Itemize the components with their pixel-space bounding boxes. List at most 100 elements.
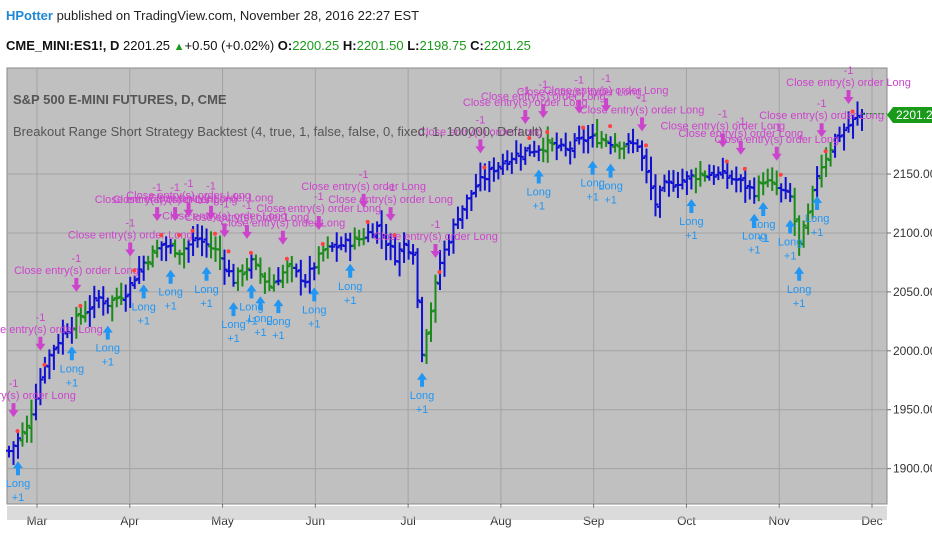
close-arrow-icon (170, 207, 181, 222)
close-qty-label: -1 (152, 182, 162, 194)
long-qty-label: +1 (227, 333, 240, 345)
symbol[interactable]: CME_MINI:ES1!, D (6, 38, 120, 53)
strategy-signals: Long+1Long+1Long+1Long+1Long+1Long+1Long… (0, 65, 911, 504)
close-arrow-icon (152, 207, 163, 222)
long-arrow-icon (749, 213, 760, 228)
long-entry-label: Long (239, 301, 263, 313)
close-arrow-icon (313, 216, 324, 231)
exit-marker (78, 303, 83, 308)
close-arrow-icon (125, 242, 136, 257)
long-arrow-icon (165, 269, 176, 284)
long-arrow-icon (812, 196, 823, 211)
long-entry-label: Long (598, 181, 622, 193)
long-arrow-icon (255, 296, 266, 311)
y-tick-label: 2050.00 (893, 285, 932, 299)
close-arrow-icon (8, 403, 19, 418)
close-entry-label: Close entry(s) order Long (418, 126, 543, 138)
close-arrow-icon (35, 336, 46, 351)
exit-marker (213, 231, 218, 236)
close-qty-label: -1 (736, 116, 746, 128)
long-arrow-icon (686, 199, 697, 213)
price-bars (6, 101, 865, 465)
exit-marker (284, 256, 289, 261)
ticker-bar: CME_MINI:ES1!, D 2201.25 ▲+0.50 (+0.02%)… (6, 38, 531, 53)
exit-marker (226, 249, 231, 254)
close-entry-label: Close entry(s) order Long (220, 218, 345, 230)
close-entry-label: Close entry(s) order Long (678, 128, 803, 140)
exit-marker (608, 124, 613, 129)
last-price-marker: 2201.25 (887, 107, 932, 123)
close-value: 2201.25 (483, 38, 531, 53)
long-qty-label: +1 (245, 315, 258, 327)
long-arrow-icon (417, 372, 428, 387)
long-qty-label: +1 (685, 230, 698, 242)
long-entry-label: Long (338, 281, 362, 293)
open-value: 2200.25 (292, 38, 340, 53)
close-arrow-icon (735, 140, 746, 155)
close-arrow-icon (183, 202, 194, 217)
long-arrow-icon (138, 284, 149, 299)
long-qty-label: +1 (308, 318, 321, 330)
long-arrow-icon (102, 325, 113, 340)
long-qty-label: +1 (12, 492, 25, 504)
exit-marker (644, 143, 649, 148)
close-qty-label: -1 (170, 182, 180, 194)
close-arrow-icon (71, 277, 82, 292)
long-qty-label: +1 (272, 330, 285, 342)
close-qty-label: -1 (9, 378, 19, 390)
long-entry-label: Long (410, 390, 434, 402)
close-entry-label: Close entry(s) order Long (113, 194, 238, 206)
exit-marker (365, 219, 370, 224)
exit-marker (850, 109, 855, 114)
long-arrow-icon (785, 219, 796, 234)
long-qty-label: +1 (793, 298, 806, 310)
close-entry-label: Close entry(s) order Long (256, 203, 381, 215)
long-qty-label: +1 (811, 227, 824, 239)
close-label: C: (470, 38, 484, 53)
long-qty-label: +1 (137, 315, 150, 327)
y-axis: 2150.00 2100.00 2050.00 2000.00 1950.00 1900.… (887, 167, 932, 476)
long-arrow-icon (273, 299, 284, 314)
close-qty-label: -1 (242, 200, 252, 212)
close-qty-label: -1 (772, 122, 782, 134)
exit-marker (778, 172, 783, 177)
close-qty-label: -1 (206, 181, 216, 193)
exit-marker (320, 242, 325, 247)
long-arrow-icon (12, 461, 23, 476)
close-entry-label: Close entry(s) order Long (0, 324, 103, 336)
long-qty-label: +1 (757, 233, 770, 245)
long-qty-label: +1 (66, 377, 79, 389)
close-entry-label: Close entry(s) order Long (185, 212, 310, 224)
close-qty-label: -1 (359, 169, 369, 181)
y-tick-label: 1900.00 (893, 462, 932, 476)
exit-marker (527, 135, 532, 140)
long-qty-label: +1 (164, 301, 177, 313)
last-price-label: 2201.25 (896, 108, 932, 122)
close-arrow-icon (601, 98, 612, 113)
close-entry-label: Close entry(s) order Long (373, 231, 498, 243)
close-qty-label: -1 (314, 191, 324, 203)
plot-area (6, 67, 888, 505)
exit-marker (159, 233, 164, 238)
close-entry-label: Close entry(s) order Long (517, 87, 642, 99)
y-tick-label: 2150.00 (893, 167, 932, 181)
author-link[interactable]: HPotter (6, 8, 53, 23)
y-tick-label: 1950.00 (893, 403, 932, 417)
close-entry-label: Close entry(s) order Long (0, 390, 76, 402)
high-label: H: (342, 38, 357, 53)
close-qty-label: -1 (520, 85, 530, 97)
exit-marker (823, 149, 828, 154)
close-qty-label: -1 (538, 79, 548, 91)
long-qty-label: +1 (586, 192, 599, 204)
low-label: L: (407, 38, 420, 53)
long-entry-label: Long (6, 478, 30, 490)
price-chart[interactable]: Long+1Long+1Long+1Long+1Long+1Long+1Long… (0, 64, 932, 550)
long-qty-label: +1 (101, 357, 114, 369)
high-value: 2201.50 (356, 38, 404, 53)
long-arrow-icon (345, 263, 356, 278)
long-qty-label: +1 (784, 251, 797, 263)
long-entry-label: Long (248, 313, 272, 325)
close-entry-label: Close entry(s) order Long (660, 121, 785, 133)
long-entry-label: Long (194, 284, 218, 296)
long-arrow-icon (587, 160, 598, 175)
